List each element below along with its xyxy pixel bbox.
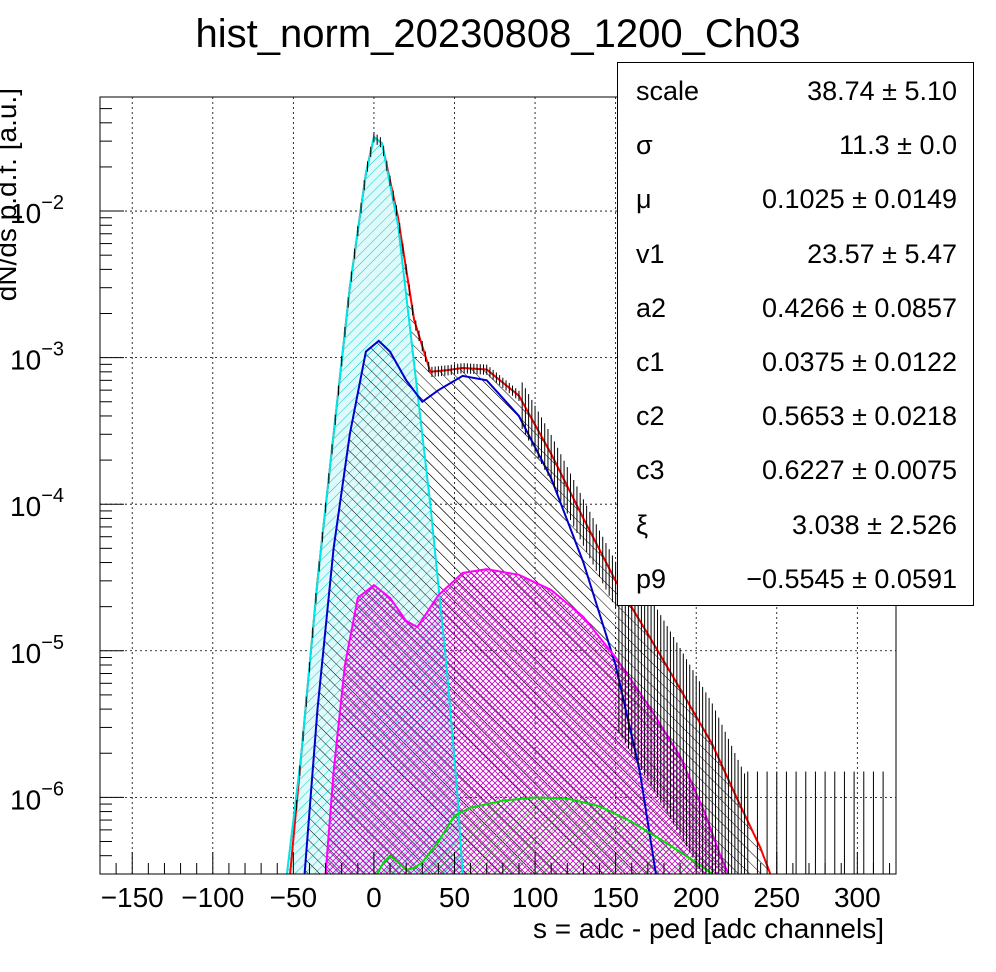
x-axis-label: s = adc - ped [adc channels] — [533, 913, 884, 944]
x-tick-label: 0 — [366, 882, 382, 913]
stat-name: a2 — [636, 292, 667, 323]
stat-name: v1 — [636, 238, 665, 269]
stat-name: ξ — [636, 509, 649, 540]
stat-name: p9 — [636, 563, 667, 594]
stat-value: 11.3 ± 0.0 — [839, 130, 957, 161]
stat-value: −0.5545 ± 0.0591 — [746, 563, 957, 594]
stat-row: c2 0.5653 ± 0.0218 — [618, 389, 973, 443]
stat-value: 0.5653 ± 0.0218 — [762, 401, 957, 432]
series-line-2 — [303, 339, 657, 875]
x-tick-label: −50 — [270, 882, 318, 913]
y-axis-label: dN/ds p.d.f. [a.u.] — [0, 88, 22, 301]
stat-name: c3 — [636, 455, 665, 486]
y-tick-label: 10−3 — [10, 339, 64, 376]
x-tick-label: −150 — [101, 882, 164, 913]
stat-row: μ 0.1025 ± 0.0149 — [618, 172, 973, 226]
y-tick-label: 10−6 — [10, 778, 64, 815]
stat-row: ξ 3.038 ± 2.526 — [618, 498, 973, 552]
stat-value: 38.74 ± 5.10 — [807, 76, 957, 106]
x-tick-label: 200 — [673, 882, 720, 913]
stat-row: scale 38.74 ± 5.10 — [618, 64, 973, 118]
x-tick-label: 250 — [753, 882, 800, 913]
stat-value: 0.6227 ± 0.0075 — [762, 455, 957, 486]
stat-value: 0.0375 ± 0.0122 — [762, 347, 957, 377]
stat-row: a2 0.4266 ± 0.0857 — [618, 281, 973, 335]
y-tick-label: 10−2 — [10, 192, 64, 229]
x-tick-label: −100 — [181, 882, 244, 913]
stat-name: scale — [636, 76, 700, 106]
series-line-1 — [285, 135, 464, 875]
x-tick-label: 150 — [592, 882, 639, 913]
stat-value: 3.038 ± 2.526 — [792, 509, 957, 540]
chart-title: hist_norm_20230808_1200_Ch03 — [196, 12, 801, 56]
stat-name: c1 — [636, 347, 665, 377]
series-line-3 — [324, 568, 730, 875]
series-fill-3 — [325, 569, 729, 874]
y-tick-label: 10−5 — [10, 632, 64, 669]
fit-stats-box: scale 38.74 ± 5.10 σ 11.3 ± 0.0 μ 0.1025 ± 0.… — [617, 62, 974, 606]
series-layer — [285, 135, 772, 875]
stat-row: p9 −0.5545 ± 0.0591 — [618, 552, 973, 606]
y-tick-label: 10−4 — [10, 485, 64, 522]
stat-value: 0.4266 ± 0.0857 — [762, 292, 957, 323]
stat-name: σ — [636, 130, 653, 161]
series-line-4 — [376, 796, 713, 875]
stat-name: c2 — [636, 401, 665, 432]
stat-row: v1 23.57 ± 5.47 — [618, 227, 973, 281]
stat-row: c1 0.0375 ± 0.0122 — [618, 335, 973, 389]
x-tick-label: 100 — [512, 882, 559, 913]
stat-row: σ 11.3 ± 0.0 — [618, 118, 973, 172]
x-tick-label: 50 — [439, 882, 470, 913]
stat-value: 0.1025 ± 0.0149 — [762, 184, 957, 215]
axes: −150 −100 −50 0 50 100 150 200 250 300 10−2 10−3 10−… — [10, 96, 891, 913]
stat-row: c3 0.6227 ± 0.0075 — [618, 443, 973, 497]
stat-value: 23.57 ± 5.47 — [807, 238, 957, 269]
stat-name: μ — [636, 184, 652, 215]
x-tick-label: 300 — [834, 882, 881, 913]
